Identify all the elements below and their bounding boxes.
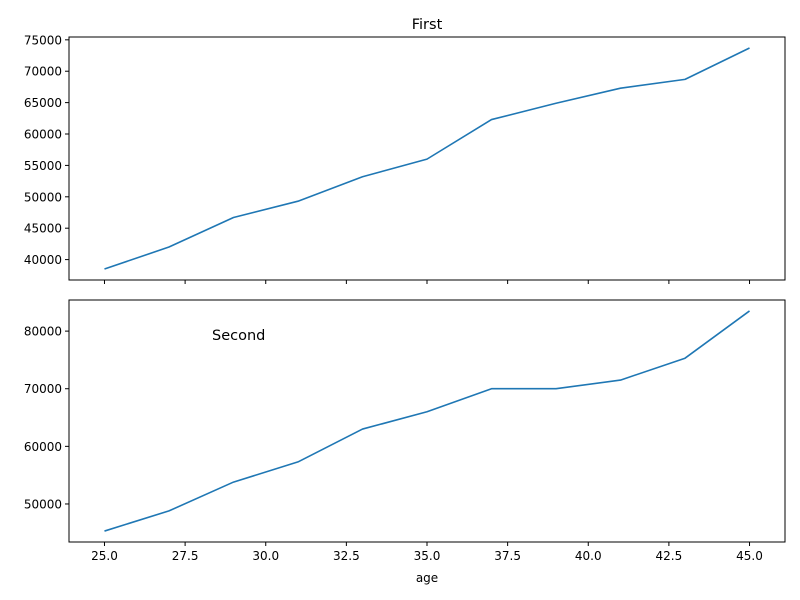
x-axis-second: 25.0 27.5 30.0 32.5 35.0 37.5 40.0 42.5 45.0 xyxy=(91,542,763,563)
x-tick-label: 40.0 xyxy=(575,549,602,563)
panel-title-first: First xyxy=(412,17,443,33)
y-tick-label: 50000 xyxy=(24,190,62,204)
axes-frame-second xyxy=(68,299,786,543)
y-axis-second: 50000 60000 70000 80000 xyxy=(24,325,69,511)
panel-first: First 40000 45000 50000 55000 60000 65000 7000… xyxy=(24,17,786,284)
y-tick-label: 45000 xyxy=(24,222,62,236)
axes-frame-first xyxy=(68,36,786,281)
series-line-first xyxy=(104,47,750,270)
x-tick-label: 32.5 xyxy=(333,549,360,563)
x-tick-label: 25.0 xyxy=(91,549,118,563)
series-line-second xyxy=(104,310,750,532)
y-axis-first: 40000 45000 50000 55000 60000 65000 70000 75000 xyxy=(24,33,69,267)
y-tick-label: 40000 xyxy=(24,253,62,267)
y-tick-label: 80000 xyxy=(24,325,62,339)
y-tick-label: 75000 xyxy=(24,33,62,47)
x-tick-label: 37.5 xyxy=(494,549,521,563)
x-tick-label: 27.5 xyxy=(172,549,199,563)
x-tick-label: 35.0 xyxy=(414,549,441,563)
x-axis-label: age xyxy=(416,571,438,585)
x-tick-label: 45.0 xyxy=(736,549,763,563)
panel-second: Second 50000 60000 70000 80000 25.0 27.5 30.0… xyxy=(24,299,786,585)
y-tick-label: 55000 xyxy=(24,159,62,173)
y-tick-label: 60000 xyxy=(24,440,62,454)
y-tick-label: 70000 xyxy=(24,65,62,79)
x-tick-label: 42.5 xyxy=(656,549,683,563)
panel-title-second: Second xyxy=(212,328,265,344)
x-tick-label: 30.0 xyxy=(252,549,279,563)
y-tick-label: 60000 xyxy=(24,128,62,142)
y-tick-label: 65000 xyxy=(24,96,62,110)
x-axis-first xyxy=(103,280,751,284)
y-tick-label: 50000 xyxy=(24,497,62,511)
y-tick-label: 70000 xyxy=(24,382,62,396)
